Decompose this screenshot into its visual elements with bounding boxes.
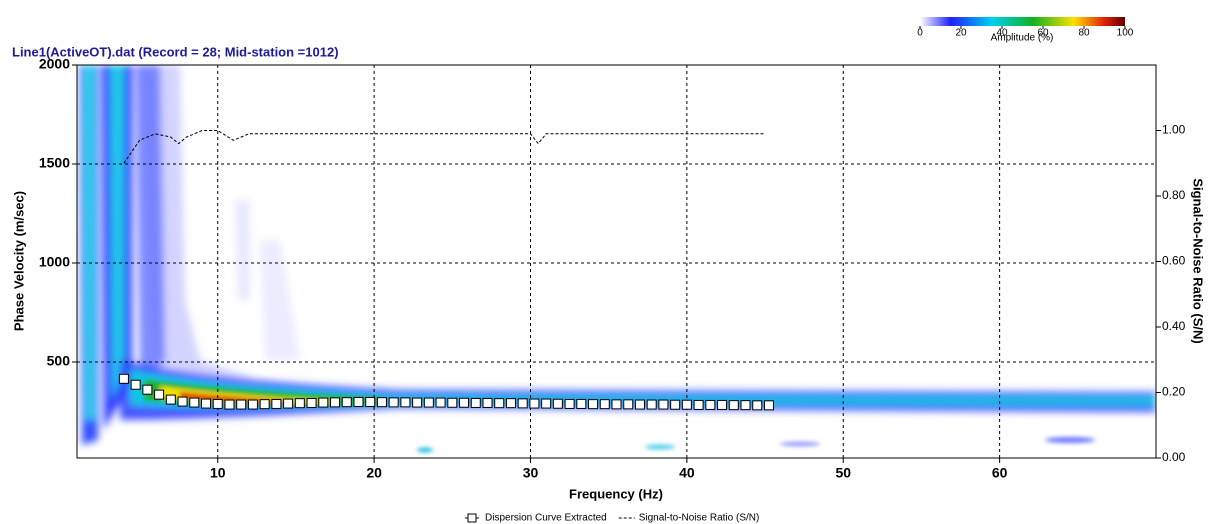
colorbar-tick-label: 20 xyxy=(955,28,967,39)
y-tick-label: 1500 xyxy=(39,155,70,171)
dispersion-point xyxy=(212,398,223,409)
dispersion-point xyxy=(494,398,505,409)
dispersion-point xyxy=(763,400,774,411)
chart-title: Line1(ActiveOT).dat (Record = 28; Mid-st… xyxy=(12,44,339,59)
dispersion-point xyxy=(376,397,387,408)
dispersion-point xyxy=(752,400,763,411)
legend-item: Signal-to-Noise Ratio (S/N) xyxy=(618,513,760,524)
dispersion-point xyxy=(154,389,165,400)
dispersion-point xyxy=(435,397,446,408)
dispersion-point xyxy=(693,399,704,410)
legend-label: Dispersion Curve Extracted xyxy=(485,513,607,524)
dispersion-point xyxy=(658,399,669,410)
colorbar-tick-label: 0 xyxy=(917,28,923,39)
dispersion-point xyxy=(165,394,176,405)
y2-tick-label: 0.40 xyxy=(1162,319,1186,333)
y-axis-label: Phase Velocity (m/sec) xyxy=(11,191,26,331)
dispersion-point xyxy=(470,397,481,408)
dispersion-point xyxy=(552,398,563,409)
y2-axis-label: Signal-to-Noise Ratio (S/N) xyxy=(1191,178,1206,343)
legend-item: Dispersion Curve Extracted xyxy=(465,513,607,524)
dispersion-point xyxy=(236,399,247,410)
dispersion-point xyxy=(142,384,153,395)
dispersion-point xyxy=(576,398,587,409)
dispersion-point xyxy=(259,399,270,410)
dispersion-point xyxy=(447,397,458,408)
colorbar-tick-label: 100 xyxy=(1117,28,1134,39)
dispersion-point xyxy=(177,396,188,407)
dispersion-point xyxy=(130,379,141,390)
dispersion-point xyxy=(705,399,716,410)
dispersion-point xyxy=(318,397,329,408)
y-tick-label: 500 xyxy=(47,353,71,369)
dispersion-point xyxy=(330,397,341,408)
y2-tick-label: 0.80 xyxy=(1162,188,1186,202)
dispersion-point xyxy=(341,397,352,408)
dispersion-point xyxy=(412,397,423,408)
dispersion-point xyxy=(189,397,200,408)
y2-tick-label: 0.60 xyxy=(1162,254,1186,268)
dispersion-point xyxy=(670,399,681,410)
dispersion-point xyxy=(740,400,751,411)
dispersion-point xyxy=(634,399,645,410)
legend-symbol xyxy=(467,513,477,523)
dispersion-point xyxy=(247,399,258,410)
dispersion-point xyxy=(728,400,739,411)
x-tick-label: 30 xyxy=(523,465,539,481)
y2-tick-label: 0.00 xyxy=(1162,450,1186,464)
dispersion-point xyxy=(294,398,305,409)
dispersion-point xyxy=(717,399,728,410)
dispersion-point xyxy=(517,398,528,409)
dispersion-point xyxy=(646,399,657,410)
colorbar xyxy=(920,17,1125,26)
x-axis-label: Frequency (Hz) xyxy=(569,486,663,501)
legend-label: Signal-to-Noise Ratio (S/N) xyxy=(639,513,760,524)
y2-tick-label: 1.00 xyxy=(1162,123,1186,137)
dispersion-point xyxy=(459,397,470,408)
dispersion-point xyxy=(306,397,317,408)
dispersion-point xyxy=(201,398,212,409)
dispersion-point xyxy=(388,397,399,408)
dispersion-point xyxy=(599,399,610,410)
dispersion-point xyxy=(224,399,235,410)
dispersion-point xyxy=(118,373,129,384)
snr-line xyxy=(123,130,766,164)
dispersion-point xyxy=(365,396,376,407)
dispersion-point xyxy=(588,399,599,410)
dispersion-point xyxy=(623,399,634,410)
x-tick-label: 20 xyxy=(366,465,382,481)
dispersion-image xyxy=(80,65,1156,453)
dispersion-point xyxy=(505,398,516,409)
dispersion-point xyxy=(529,398,540,409)
dispersion-point xyxy=(400,397,411,408)
colorbar-tick-label: 60 xyxy=(1037,28,1049,39)
colorbar-tick-label: 80 xyxy=(1078,28,1090,39)
dispersion-point xyxy=(482,397,493,408)
colorbar-tick-label: 40 xyxy=(996,28,1008,39)
y2-tick-label: 0.20 xyxy=(1162,385,1186,399)
dispersion-point xyxy=(681,399,692,410)
y-tick-label: 1000 xyxy=(39,254,70,270)
dispersion-point xyxy=(564,398,575,409)
dispersion-point xyxy=(283,398,294,409)
x-tick-label: 60 xyxy=(992,465,1008,481)
dispersion-point xyxy=(611,399,622,410)
dispersion-point xyxy=(271,398,282,409)
x-tick-label: 40 xyxy=(679,465,695,481)
x-tick-label: 50 xyxy=(835,465,851,481)
x-tick-label: 10 xyxy=(210,465,226,481)
dispersion-point xyxy=(353,396,364,407)
y-tick-label: 2000 xyxy=(39,56,70,72)
dispersion-point xyxy=(541,398,552,409)
colorbar-label: Amplitude (%) xyxy=(991,33,1054,44)
dispersion-point xyxy=(423,397,434,408)
